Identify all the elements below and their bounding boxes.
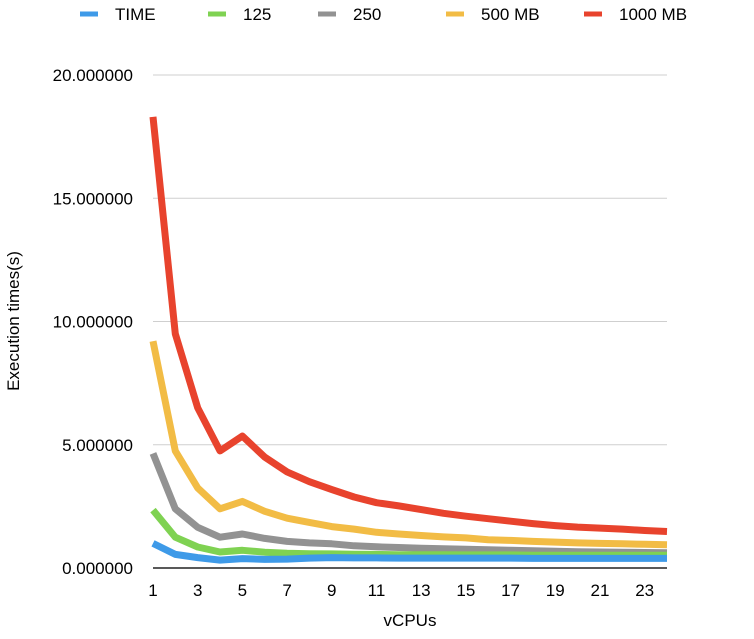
legend-label: 125: [243, 5, 271, 24]
x-tick-label: 21: [590, 581, 609, 600]
series-lines: [149, 116, 668, 564]
series-line-time: [151, 540, 667, 564]
x-tick-label: 13: [412, 581, 431, 600]
x-axis-ticks: 1 3 5 7 9 11 13 15 17 19 21 23: [148, 581, 654, 600]
x-tick-label: 5: [238, 581, 247, 600]
x-tick-label: 17: [501, 581, 520, 600]
legend: TIME 125 250 500 MB 1000 MB: [80, 5, 687, 24]
series-line-1000-mb: [149, 116, 668, 535]
x-tick-label: 11: [368, 581, 386, 600]
legend-label: 250: [353, 5, 381, 24]
y-tick-label: 15.000000: [53, 189, 133, 208]
y-axis-ticks: 0.000000 5.000000 10.000000 15.000000 20.000…: [53, 66, 133, 578]
legend-label: TIME: [115, 5, 156, 24]
legend-item: 125: [208, 5, 271, 24]
series-line-500-mb: [149, 340, 668, 549]
legend-item: 250: [318, 5, 381, 24]
y-tick-label: 0.000000: [62, 559, 133, 578]
x-tick-label: 19: [546, 581, 565, 600]
x-tick-label: 7: [282, 581, 291, 600]
legend-item: 500 MB: [446, 5, 540, 24]
x-tick-label: 3: [193, 581, 202, 600]
x-tick-label: 9: [327, 581, 336, 600]
x-axis-title: vCPUs: [384, 611, 437, 630]
legend-label: 500 MB: [481, 5, 540, 24]
y-tick-label: 20.000000: [53, 66, 133, 85]
x-tick-label: 23: [635, 581, 654, 600]
gridlines: [153, 74, 667, 446]
y-tick-label: 10.000000: [53, 313, 133, 332]
legend-item: 1000 MB: [584, 5, 687, 24]
y-axis-title: Execution times(s): [4, 251, 23, 391]
x-tick-label: 1: [148, 581, 157, 600]
x-tick-label: 15: [456, 581, 475, 600]
legend-item: TIME: [80, 5, 156, 24]
legend-label: 1000 MB: [619, 5, 687, 24]
y-tick-label: 5.000000: [62, 436, 133, 455]
